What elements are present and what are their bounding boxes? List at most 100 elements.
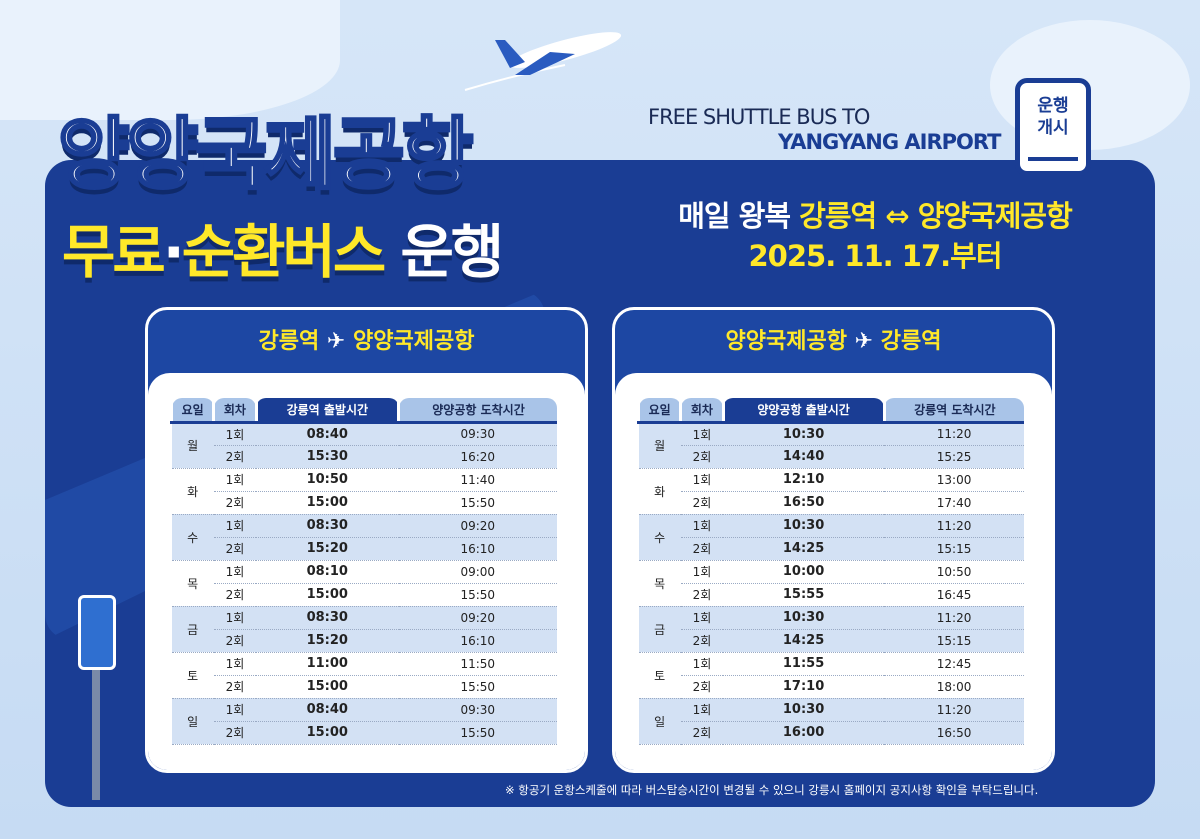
day-cell: 월 [171, 422, 214, 469]
table-row: 일 1회 08:40 09:30 [171, 698, 557, 745]
table-row: 2회 15:20 16:10 [172, 629, 557, 653]
column-header: 양양공항 도착시간 [397, 398, 557, 424]
day-cell: 일 [171, 698, 214, 745]
trip-cell: 2회 [680, 583, 724, 607]
column-header: 강릉역 도착시간 [882, 398, 1024, 424]
table-row: 토 1회 11:00 11:50 [171, 652, 557, 699]
airplane-arrow-icon: ✈ [326, 329, 346, 354]
trip-cell: 1회 [213, 698, 257, 722]
route-to: 양양국제공항 [353, 329, 475, 354]
table-row: 일 1회 10:30 11:20 [638, 698, 1024, 745]
arrival-cell: 17:40 [884, 491, 1024, 515]
english-line1: FREE SHUTTLE BUS TO [648, 105, 870, 129]
table-container: 요일 회차 강릉역 출발시간 양양공항 도착시간 월 1회 08:40 09:30 2회 15:3… [148, 373, 585, 770]
footnote: ※ 항공기 운항스케줄에 따라 버스탑승시간이 변경될 수 있으니 강릉시 홈페… [505, 783, 1039, 797]
departure-cell: 15:00 [256, 675, 399, 699]
arrival-cell: 11:50 [398, 652, 557, 676]
arrival-cell: 16:45 [884, 583, 1024, 607]
bus-stop-pole [92, 670, 100, 800]
daily-route: 강릉역 ⇔ 양양국제공항 [799, 199, 1073, 233]
column-header: 강릉역 출발시간 [254, 398, 399, 424]
arrival-cell: 09:30 [398, 422, 557, 446]
timetable: 요일 회차 강릉역 출발시간 양양공항 도착시간 월 1회 08:40 09:30 2회 15:3… [169, 398, 557, 745]
day-cell: 화 [638, 468, 681, 515]
table-row: 2회 15:55 16:45 [639, 583, 1024, 607]
bus-stop-sign-icon [78, 595, 116, 670]
departure-cell: 17:10 [723, 675, 885, 699]
arrival-cell: 16:10 [398, 629, 557, 653]
arrival-cell: 09:20 [398, 514, 557, 538]
title-run: 운행 [400, 218, 504, 286]
trip-cell: 1회 [680, 652, 724, 676]
route-title: 강릉역 ✈ 양양국제공항 [148, 310, 585, 373]
day-cell: 금 [171, 606, 214, 653]
column-header: 양양공항 출발시간 [721, 398, 885, 424]
arrival-cell: 09:30 [398, 698, 557, 722]
table-row: 2회 16:50 17:40 [639, 491, 1024, 515]
arrival-cell: 11:40 [398, 468, 557, 492]
trip-cell: 1회 [680, 514, 724, 538]
arrival-cell: 09:20 [398, 606, 557, 630]
departure-cell: 15:20 [256, 537, 399, 561]
table-row: 월 1회 10:30 11:20 [638, 422, 1024, 469]
departure-cell: 15:20 [256, 629, 399, 653]
table-row: 토 1회 11:55 12:45 [638, 652, 1024, 699]
bus-icon: 운행 개시 [1015, 78, 1091, 176]
column-header: 요일 [169, 398, 214, 424]
arrival-cell: 16:50 [884, 721, 1024, 745]
trip-cell: 1회 [213, 514, 257, 538]
departure-cell: 11:00 [256, 652, 399, 676]
trip-cell: 1회 [680, 422, 724, 446]
table-row: 2회 15:00 15:50 [172, 675, 557, 699]
arrival-cell: 13:00 [884, 468, 1024, 492]
column-header: 회차 [679, 398, 724, 424]
route-to: 강릉역 [880, 329, 942, 354]
trip-cell: 2회 [213, 629, 257, 653]
day-cell: 토 [171, 652, 214, 699]
trip-cell: 1회 [213, 422, 257, 446]
table-row: 월 1회 08:40 09:30 [171, 422, 557, 469]
timetable-card-to-airport: 강릉역 ✈ 양양국제공항 요일 회차 강릉역 출발시간 양양공항 도착시간 월 1회 08:4… [145, 307, 588, 773]
arrival-cell: 11:20 [884, 422, 1024, 446]
arrival-cell: 11:20 [884, 698, 1024, 722]
trip-cell: 2회 [680, 675, 724, 699]
trip-cell: 1회 [680, 560, 724, 584]
daily-prefix: 매일 왕복 [678, 199, 791, 233]
table-row: 2회 15:00 15:50 [172, 583, 557, 607]
cloud [0, 0, 340, 120]
arrival-cell: 16:10 [398, 537, 557, 561]
day-cell: 목 [171, 560, 214, 607]
timetable-card-to-station: 양양국제공항 ✈ 강릉역 요일 회차 양양공항 출발시간 강릉역 도착시간 월 1회 10:3… [612, 307, 1055, 773]
trip-cell: 1회 [213, 652, 257, 676]
table-row: 2회 14:40 15:25 [639, 445, 1024, 469]
arrival-cell: 15:50 [398, 491, 557, 515]
departure-cell: 14:25 [723, 537, 885, 561]
table-row: 2회 15:20 16:10 [172, 537, 557, 561]
table-row: 2회 14:25 15:15 [639, 537, 1024, 561]
trip-cell: 1회 [680, 698, 724, 722]
trip-cell: 2회 [213, 445, 257, 469]
airplane-icon [464, 32, 622, 91]
day-cell: 수 [638, 514, 681, 561]
table-row: 금 1회 10:30 11:20 [638, 606, 1024, 653]
arrival-cell: 15:50 [398, 675, 557, 699]
departure-cell: 08:40 [256, 698, 399, 722]
departure-cell: 16:00 [723, 721, 885, 745]
trip-cell: 1회 [213, 560, 257, 584]
arrival-cell: 11:20 [884, 606, 1024, 630]
day-cell: 월 [638, 422, 681, 469]
departure-cell: 10:30 [723, 514, 885, 538]
trip-cell: 1회 [213, 606, 257, 630]
departure-cell: 10:30 [723, 422, 885, 446]
table-row: 수 1회 10:30 11:20 [638, 514, 1024, 561]
trip-cell: 1회 [213, 468, 257, 492]
arrival-cell: 15:15 [884, 629, 1024, 653]
trip-cell: 2회 [213, 537, 257, 561]
table-row: 화 1회 12:10 13:00 [638, 468, 1024, 515]
title-airport: 양양국제공항 [57, 109, 476, 202]
day-cell: 목 [638, 560, 681, 607]
daily-info: 매일 왕복 강릉역 ⇔ 양양국제공항 2025. 11. 17.부터 [630, 196, 1120, 276]
table-row: 화 1회 10:50 11:40 [171, 468, 557, 515]
title-free: 무료 [62, 218, 166, 286]
route-from: 강릉역 [258, 329, 320, 354]
